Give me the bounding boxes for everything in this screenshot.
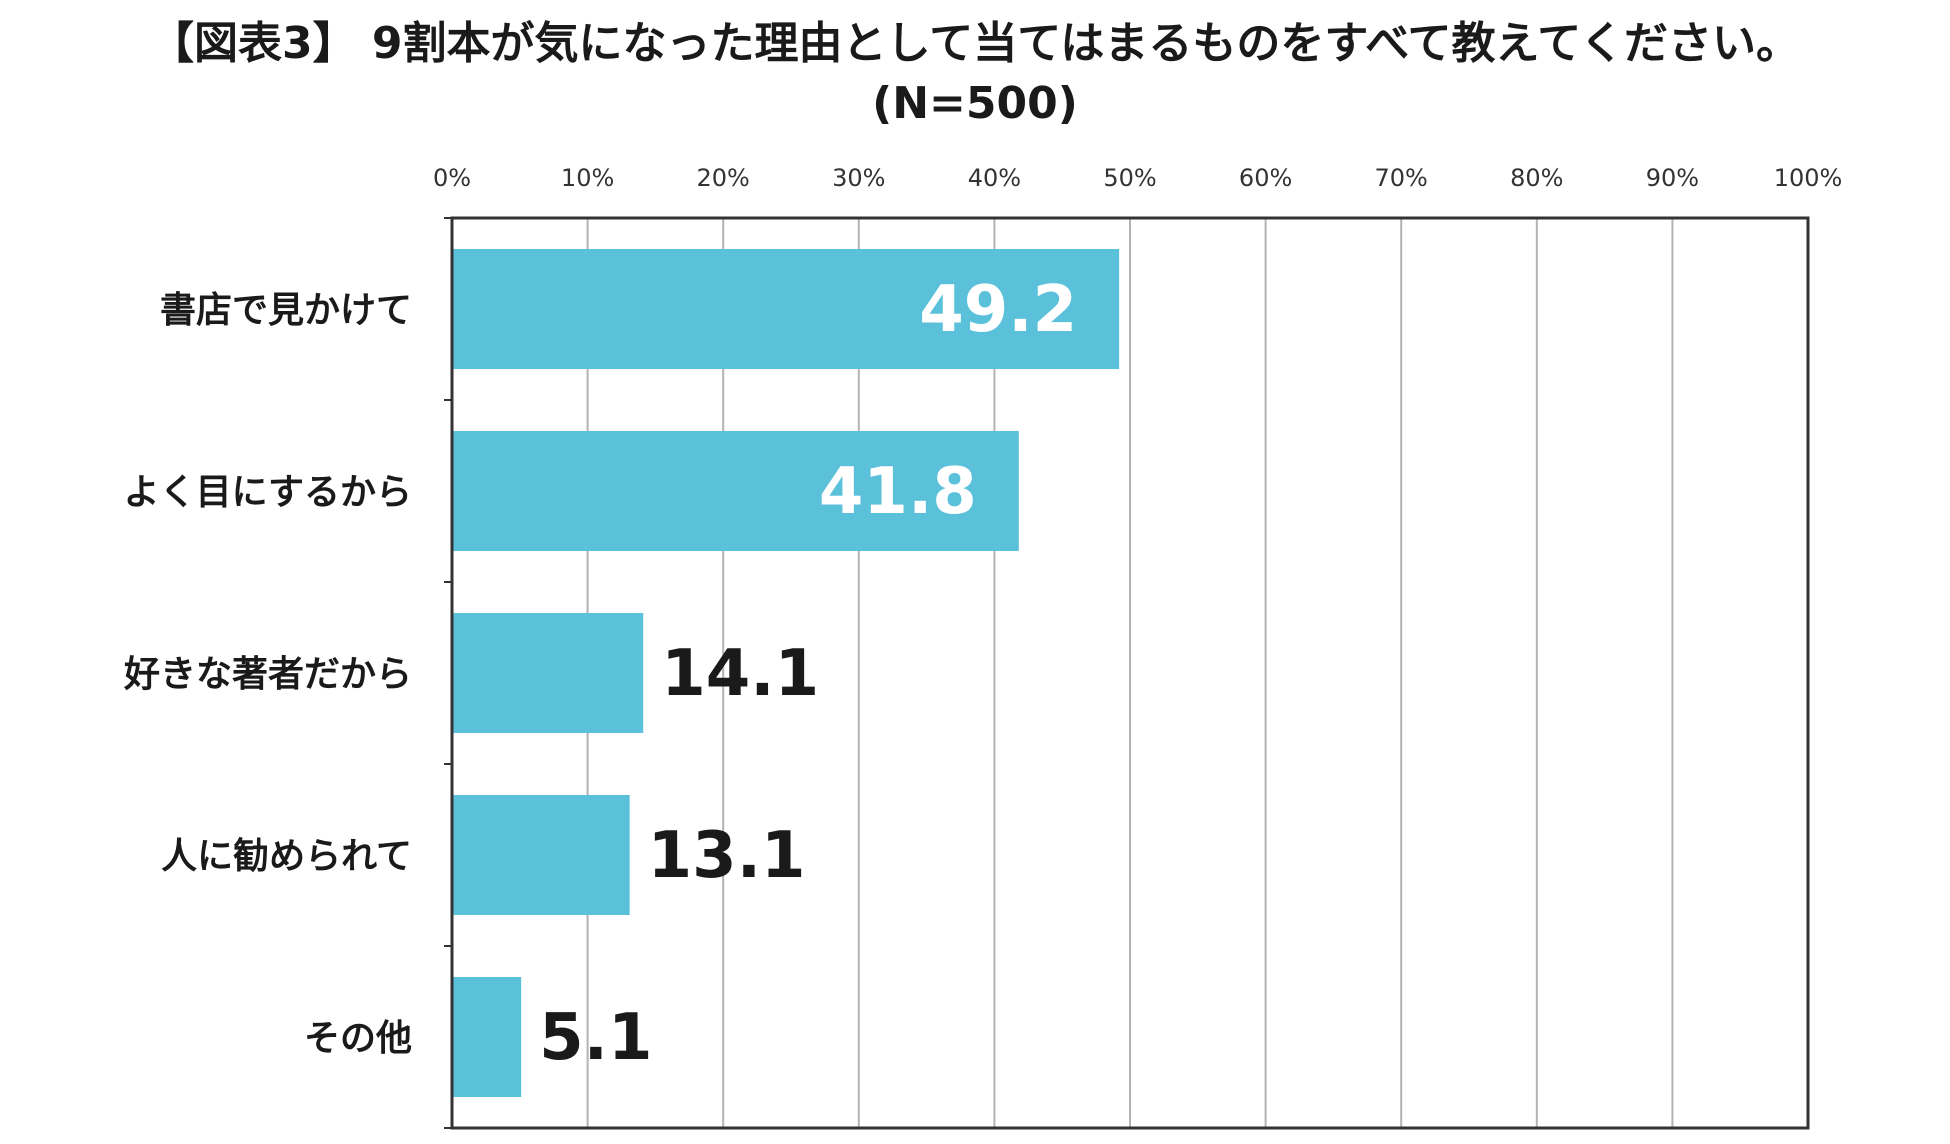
category-label: その他 <box>304 1018 412 1059</box>
chart-subtitle: (N=500) <box>872 78 1078 129</box>
x-axis-ticks: 0% 10% 20% 30% 40% 50% 60% 70% 80% 90% 100% <box>433 164 1842 192</box>
bars <box>453 249 1120 1097</box>
x-tick-label: 40% <box>968 164 1021 192</box>
category-label: よく目にするから <box>124 472 412 513</box>
bar <box>453 613 644 733</box>
value-label: 41.8 <box>819 455 977 529</box>
x-tick-label: 50% <box>1103 164 1156 192</box>
bar <box>453 795 630 915</box>
x-tick-label: 0% <box>433 164 471 192</box>
category-label: 好きな著者だから <box>123 654 412 695</box>
category-label: 書店で見かけて <box>160 290 412 331</box>
gridlines <box>444 217 1674 1129</box>
x-tick-label: 30% <box>832 164 885 192</box>
category-label: 人に勧められて <box>161 836 412 877</box>
bar <box>453 249 1120 369</box>
bar <box>453 977 522 1097</box>
x-tick-label: 10% <box>561 164 614 192</box>
chart-title: 【図表3】 9割本が気になった理由として当てはまるものをすべて教えてください。 <box>150 18 1800 69</box>
x-tick-label: 70% <box>1375 164 1428 192</box>
value-labels: 49.2 41.8 14.1 13.1 5.1 <box>539 273 1077 1075</box>
x-tick-label: 60% <box>1239 164 1292 192</box>
x-tick-label: 100% <box>1774 164 1843 192</box>
value-label: 5.1 <box>539 1001 652 1075</box>
x-tick-label: 20% <box>697 164 750 192</box>
x-tick-label: 80% <box>1510 164 1563 192</box>
value-label: 14.1 <box>661 637 819 711</box>
value-label: 49.2 <box>919 273 1077 347</box>
bar <box>453 431 1019 551</box>
plot-frame <box>450 216 1810 1130</box>
x-tick-label: 90% <box>1646 164 1699 192</box>
value-label: 13.1 <box>648 819 806 893</box>
